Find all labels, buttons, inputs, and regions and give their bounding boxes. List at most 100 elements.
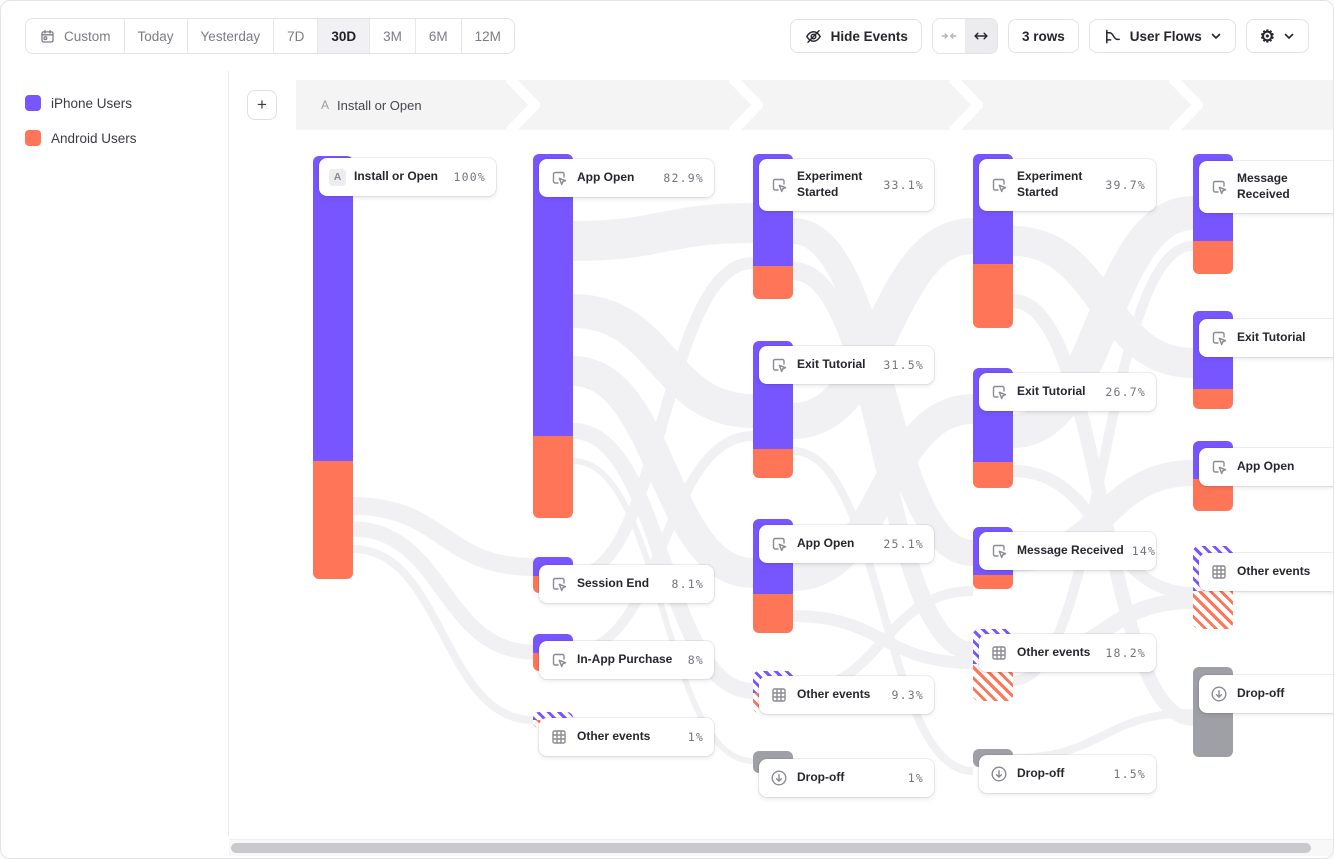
date-range-control: Custom Today Yesterday 7D 30D 3M 6M 12M [25,18,515,54]
date-range-today[interactable]: Today [124,19,188,53]
dropoff-arrow-icon [989,764,1009,784]
node-label: Message Received [1017,543,1124,558]
view-selector-button[interactable]: User Flows [1088,19,1236,53]
breadcrumb-step-letter: A [321,98,330,112]
node-label: Exit Tutorial [1017,384,1086,399]
horizontal-scrollbar-thumb[interactable] [231,843,1311,853]
flow-node-card[interactable]: In-App Purchase 8% [539,641,714,679]
event-click-icon [769,534,789,554]
legend-label: Android Users [51,130,137,146]
node-percent: 25.1% [883,537,924,551]
flow-node-card[interactable]: Other events 1% [539,718,714,756]
flow-node-card[interactable]: Session End 8.1% [539,565,714,603]
flows-chart-icon [1103,27,1122,46]
event-click-icon [989,175,1009,195]
flow-node-card[interactable]: Message Received 14% [979,532,1156,570]
node-percent: 14% [1131,544,1157,558]
flow-node-card[interactable]: Drop-off [1199,675,1333,713]
node-label: Other events [1237,564,1311,579]
event-click-icon [769,175,789,195]
toolbar-right: Hide Events [789,18,1309,54]
flow-node-card[interactable]: A Install or Open 100% [319,158,496,196]
node-percent: 9.3% [891,688,924,702]
bar-segment-iphone [533,154,573,436]
chevron-separator-icon [949,80,983,130]
settings-button[interactable]: ⚙ [1245,19,1309,53]
node-label: Experiment Started [1017,169,1083,199]
node-percent: 26.7% [1105,385,1146,399]
event-click-icon [1209,457,1229,477]
date-range-12m[interactable]: 12M [461,19,514,53]
date-range-3m[interactable]: 3M [370,19,416,53]
flow-node-card[interactable]: Message Received [1199,161,1333,213]
node-label: App Open [577,170,635,185]
node-label: Install or Open [354,169,439,184]
flow-node-card[interactable]: App Open 82.9% [539,159,714,197]
node-label: App Open [797,536,855,551]
date-range-7d[interactable]: 7D [274,19,319,53]
flow-node-card[interactable]: Exit Tutorial 31.5% [759,346,934,384]
date-range-30d[interactable]: 30D [318,19,371,53]
flow-node-card[interactable]: Other events 9.3% [759,676,934,714]
eye-off-icon [804,27,823,46]
flow-node-card[interactable]: Exit Tutorial [1199,319,1333,357]
arrows-outward-icon [972,27,990,45]
collapse-columns-button[interactable] [932,19,965,53]
hide-events-button[interactable]: Hide Events [789,19,922,53]
bar-segment-android [973,575,1013,589]
date-range-label: 12M [474,28,501,44]
legend-item-android-users[interactable]: Android Users [25,130,137,146]
node-percent: 8.1% [671,577,704,591]
legend-item-iphone-users[interactable]: iPhone Users [25,95,137,111]
flow-node-card[interactable]: Experiment Started 39.7% [979,159,1156,211]
flow-node-card[interactable]: Drop-off 1.5% [979,755,1156,793]
date-range-6m[interactable]: 6M [415,19,462,53]
node-label: Experiment Started [797,169,863,199]
event-click-icon [989,382,1009,402]
event-click-icon [549,168,569,188]
toolbar: Custom Today Yesterday 7D 30D 3M 6M 12M Hide Ev… [1,1,1333,71]
segments-legend: iPhone Users Android Users [25,95,137,146]
chevron-down-icon [1210,30,1222,42]
flow-node-card[interactable]: Drop-off 1% [759,759,934,797]
flow-node-card[interactable]: App Open 25.1% [759,525,934,563]
event-click-icon [549,574,569,594]
date-range-label: 6M [428,28,448,44]
node-label: Drop-off [1017,766,1065,781]
date-range-yesterday[interactable]: Yesterday [187,19,275,53]
node-label: App Open [1237,459,1295,474]
bar-segment-android [1193,389,1233,409]
event-click-icon [549,650,569,670]
flow-node-bar [533,154,573,518]
flow-node-card[interactable]: Other events [1199,553,1333,591]
bar-segment-android [533,436,573,518]
node-label: Session End [577,576,650,591]
add-step-button[interactable]: + [247,90,277,120]
horizontal-scrollbar-track[interactable] [229,839,1333,856]
step-breadcrumb-strip[interactable]: A Install or Open [296,80,1333,130]
flow-node-card[interactable]: Experiment Started 33.1% [759,159,934,211]
bar-segment-iphone [313,156,353,461]
bar-segment-android [973,264,1013,328]
bar-segment-hatched [1193,591,1233,629]
flow-node-card[interactable]: Other events 18.2% [979,634,1156,672]
breadcrumb-step: A Install or Open [321,80,422,130]
rows-button[interactable]: 3 rows [1007,19,1079,53]
flow-node-card[interactable]: App Open [1199,448,1333,486]
legend-label: iPhone Users [51,95,133,111]
date-range-custom[interactable]: Custom [26,19,125,53]
chevron-separator-icon [729,80,763,130]
node-percent: 1% [687,730,704,744]
event-click-icon [1209,328,1229,348]
node-percent: 100% [453,170,486,184]
node-percent: 8% [687,653,704,667]
flow-node-card[interactable]: Exit Tutorial 26.7% [979,373,1156,411]
step-letter-badge: A [329,168,346,186]
node-percent: 82.9% [663,171,704,185]
node-label: Drop-off [797,770,845,785]
rows-label: 3 rows [1021,28,1065,44]
bar-segment-hatched [533,712,573,720]
expand-columns-button[interactable] [964,19,997,53]
view-selector-label: User Flows [1129,28,1202,44]
node-label: Exit Tutorial [797,357,866,372]
